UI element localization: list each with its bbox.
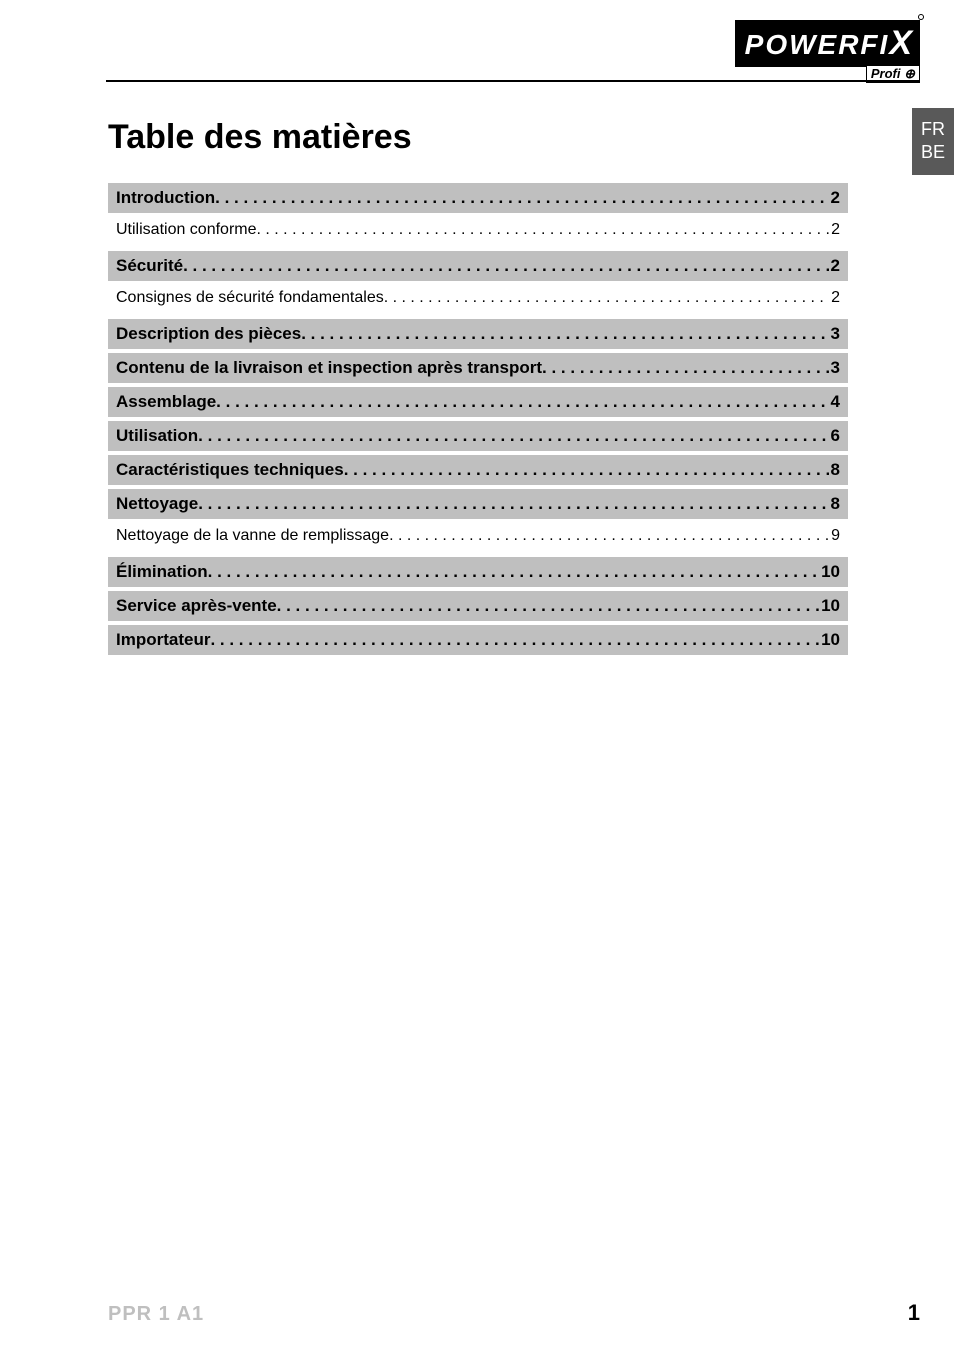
page-title: Table des matières [108,118,848,157]
toc-leader [277,596,819,616]
toc-page: 10 [819,630,840,650]
language-side-tab: FR BE [912,108,954,175]
toc-label: Nettoyage [116,494,198,514]
toc-leader [183,256,828,276]
toc-page: 2 [829,221,840,239]
toc-leader [344,460,829,480]
toc-page: 8 [829,460,840,480]
toc-entry: Utilisation 6 [108,421,848,451]
footer-model: PPR 1 A1 [108,1303,204,1326]
toc-label: Consignes de sécurité fondamentales [116,289,384,307]
toc-leader [389,527,829,545]
toc-label: Utilisation conforme [116,221,257,239]
toc-entry: Introduction 2 [108,183,848,213]
toc-label: Description des pièces [116,324,301,344]
toc-label: Contenu de la livraison et inspection ap… [116,358,542,378]
toc-label: Introduction [116,188,215,208]
toc-page: 2 [829,289,840,307]
toc-page: 10 [819,596,840,616]
toc-entry: Nettoyage de la vanne de remplissage 9 [108,523,848,553]
toc-page: 6 [829,426,840,446]
toc-label: Sécurité [116,256,183,276]
brand-dot-icon [918,14,924,20]
toc-leader [198,426,828,446]
side-tab-line2: BE [912,141,954,164]
side-tab-line1: FR [912,118,954,141]
toc-entry: Utilisation conforme 2 [108,217,848,247]
toc-label: Caractéristiques techniques [116,460,344,480]
toc-leader [198,494,828,514]
toc-entry: Élimination 10 [108,557,848,587]
toc-entry: Sécurité 2 [108,251,848,281]
toc-leader [210,630,819,650]
toc-label: Importateur [116,630,210,650]
toc-entry: Service après-vente 10 [108,591,848,621]
footer-page-number: 1 [908,1300,920,1326]
toc-page: 8 [829,494,840,514]
toc-label: Élimination [116,562,208,582]
toc-leader [542,358,829,378]
toc-page: 4 [829,392,840,412]
toc-label: Assemblage [116,392,216,412]
toc-entry: Caractéristiques techniques 8 [108,455,848,485]
toc-entry: Description des pièces 3 [108,319,848,349]
toc-page: 2 [829,188,840,208]
toc-entry: Nettoyage 8 [108,489,848,519]
brand-logo: POWERFIX Profi ⊕ [735,20,920,83]
toc-label: Utilisation [116,426,198,446]
toc-leader [257,221,830,239]
toc-container: Introduction2Utilisation conforme2Sécuri… [108,183,848,655]
toc-page: 3 [829,324,840,344]
brand-main-text: POWERFIX [735,20,920,67]
toc-label: Nettoyage de la vanne de remplissage [116,527,389,545]
toc-leader [384,289,829,307]
toc-leader [215,188,828,208]
toc-leader [301,324,828,344]
toc-label: Service après-vente [116,596,277,616]
toc-entry: Importateur 10 [108,625,848,655]
toc-entry: Consignes de sécurité fondamentales 2 [108,285,848,315]
toc-leader [208,562,819,582]
toc-page: 10 [819,562,840,582]
toc-entry: Contenu de la livraison et inspection ap… [108,353,848,383]
header-rule [106,80,920,82]
toc-leader [216,392,828,412]
toc-page: 3 [829,358,840,378]
toc-page: 9 [829,527,840,545]
toc-page: 2 [829,256,840,276]
toc-entry: Assemblage 4 [108,387,848,417]
